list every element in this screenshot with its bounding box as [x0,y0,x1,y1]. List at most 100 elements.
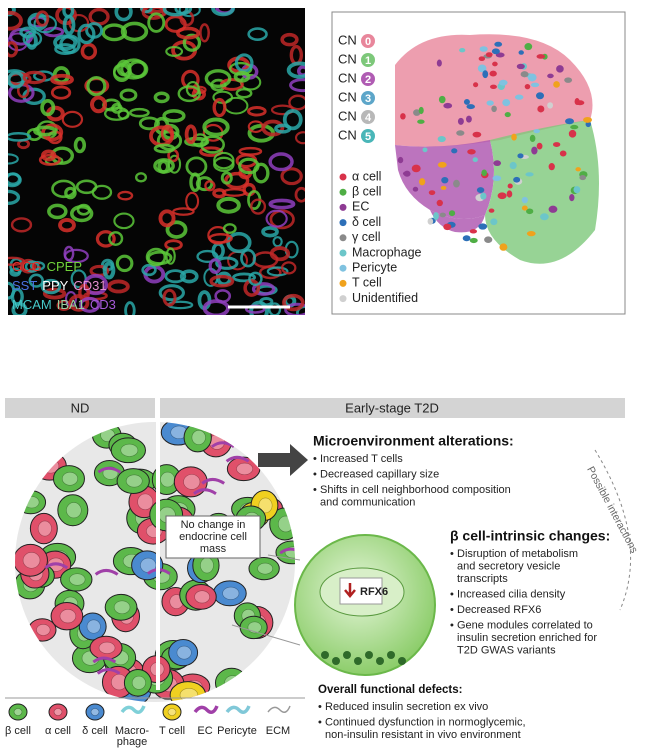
stain [147,12,166,33]
islet-cell [15,543,48,577]
stain [202,299,230,315]
islet-nucleus [194,590,210,604]
stain [10,217,33,233]
islet-cell [131,550,164,581]
stain [165,220,188,239]
stain [174,8,193,15]
cell-dot [466,115,472,123]
cell-dot [440,185,447,191]
stain [289,78,305,93]
legend-icon-nucleus [53,708,63,716]
stain [165,46,184,57]
stain [63,245,75,262]
stain [53,34,78,51]
cell-dot [490,218,498,226]
stain [200,135,225,154]
cell-dot [516,63,525,70]
islet-nucleus [160,471,176,488]
cell-dot [476,187,485,193]
stain [8,41,19,58]
vessel [201,477,226,485]
islet-nucleus [86,619,101,634]
stain [204,69,232,89]
cell-type-dot [339,219,347,227]
cell-type-label: Unidentified [352,291,418,305]
stain [22,70,47,85]
cell-dot [463,98,470,105]
bullet-text: Decreased RFX6 [457,604,541,616]
cell-dot [484,236,493,244]
cn-badge [361,34,375,48]
vessel [276,437,295,445]
granule [376,657,384,665]
islet-cell [60,567,93,592]
cell-dot [497,192,507,200]
legend-label: EC [197,725,212,737]
stain [8,172,22,186]
cell-dot [494,41,503,47]
stain [234,53,254,73]
stain [268,198,296,210]
stain [280,167,303,186]
bullet-text: and communication [320,496,415,508]
stain [178,8,201,18]
cell-dot [469,237,478,244]
cell-dot [525,172,534,177]
stain [77,23,96,45]
cell-dot [524,84,531,90]
stain [216,196,241,214]
cell-type-label: EC [352,200,369,214]
cn-number: 3 [365,93,371,105]
marker-label: SST [12,278,37,293]
stain [286,61,305,79]
stain [40,149,57,162]
stain [259,297,274,307]
cell-dot [498,79,508,86]
cell-dot [518,50,524,55]
cell-dot [411,164,421,173]
legend-icon [48,703,68,721]
stain [47,203,68,220]
stain [153,91,170,104]
stain [272,236,283,248]
cn-badge [361,91,375,105]
legend-icon [225,705,251,714]
cell-dot [553,81,560,88]
stain [108,231,124,246]
stain [220,171,233,185]
t2d-label: Early-stage T2D [345,400,439,415]
granule [343,651,351,659]
bullet-text: Continued dysfunction in normoglycemic, [325,716,526,728]
arrow [258,444,308,476]
vessel [94,568,119,576]
cell-dot [564,77,573,83]
cell-dot [526,208,534,215]
cell-dot [453,179,460,188]
stain [182,33,202,52]
stain [41,123,64,142]
stain [184,124,198,145]
stain [209,274,235,288]
legend-icon-nucleus [13,708,23,716]
cell-dot [478,223,488,230]
cell-dot [478,56,486,62]
marker-label: MCAM [12,297,52,312]
vessel [193,488,217,495]
cell-dot [569,194,575,202]
stain [111,102,123,114]
stain [280,32,299,47]
stain [38,153,61,166]
legend-icon [267,705,291,713]
bullet-text: insulin secretion enriched for [457,632,597,644]
vessel [279,547,295,555]
cn-label: CN [338,89,357,104]
stain [62,14,76,36]
stain [113,212,135,230]
stain [177,85,201,103]
cn-badge [361,110,375,124]
cell-dot [502,98,511,107]
cell-dot [489,70,497,77]
texts: GCG CPEP SST PPY CD31 MCAM IBA1 CD3 CN 0 CN 1 CN 2 CN 3… [5,32,640,747]
islet-nucleus [120,443,139,457]
stain [50,85,72,100]
